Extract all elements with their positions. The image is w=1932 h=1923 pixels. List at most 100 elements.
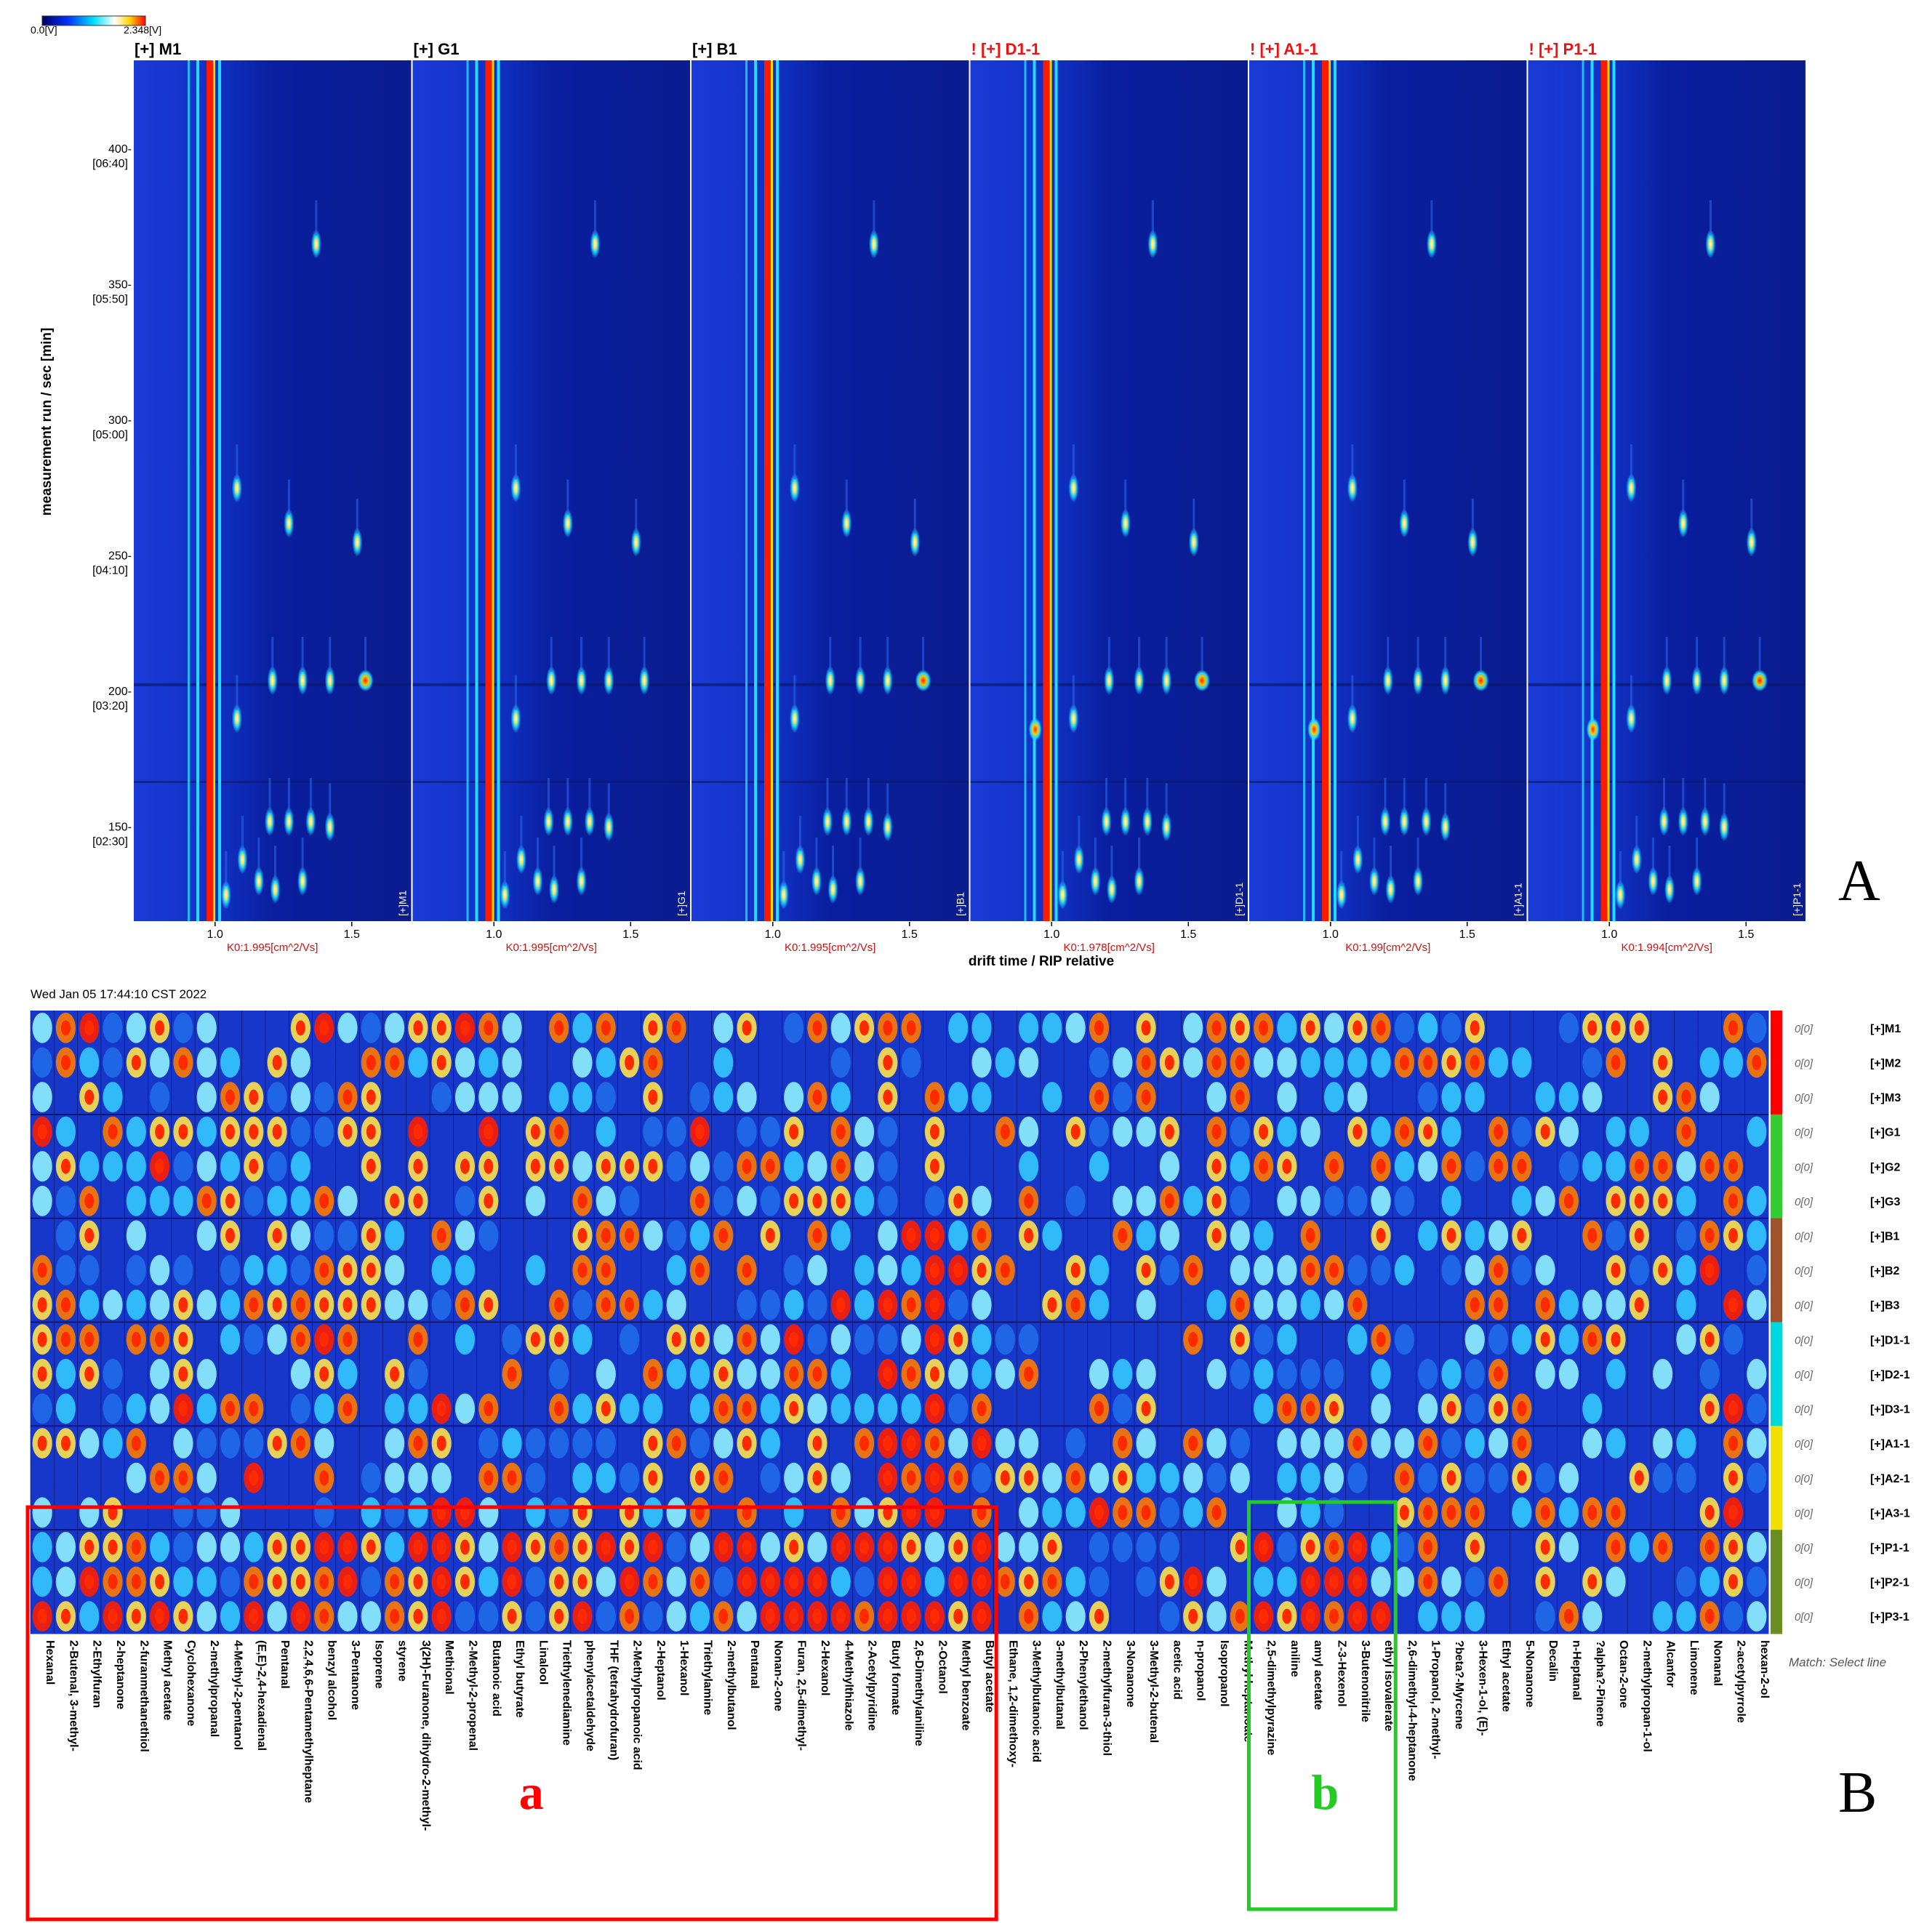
gallery-spot	[1441, 1324, 1462, 1355]
gallery-spot	[1230, 1255, 1250, 1286]
compound-column	[1134, 1011, 1158, 1634]
gallery-spot	[1113, 1185, 1133, 1216]
gallery-spot	[290, 1220, 310, 1251]
compound-peak	[1336, 880, 1347, 910]
gallery-spot-core	[906, 1227, 916, 1243]
panel-a-x-axis-label: drift time / RIP relative	[969, 954, 1114, 969]
gallery-spot	[1464, 1601, 1485, 1632]
gallery-spot	[830, 1082, 851, 1112]
gallery-spot-core	[366, 1054, 376, 1070]
gallery-spot	[666, 1151, 686, 1182]
compound-peak	[1662, 666, 1672, 696]
gallery-spot-core	[1352, 1539, 1363, 1555]
gallery-spot-core	[1517, 1158, 1527, 1174]
gallery-spot	[971, 1116, 992, 1147]
compound-peak	[882, 812, 893, 842]
gallery-spot	[760, 1497, 780, 1528]
gallery-spot-core	[295, 1539, 305, 1555]
gallery-spot	[1183, 1116, 1203, 1147]
group-color-strip	[1771, 1011, 1782, 1046]
gallery-spot-core	[1587, 1227, 1598, 1243]
gallery-spot-core	[484, 1193, 494, 1209]
gallery-spot-core	[625, 1054, 635, 1070]
gallery-spot	[220, 1601, 241, 1632]
compound-label: 4-Methylthiazole	[842, 1640, 854, 1731]
compound-peak	[1399, 508, 1410, 538]
peak-tail	[1061, 851, 1064, 886]
gallery-spot	[830, 1358, 851, 1389]
peak-tail	[241, 816, 244, 851]
gallery-spot	[431, 1289, 452, 1320]
gallery-spot	[454, 1047, 476, 1078]
gallery-spot	[689, 1220, 710, 1251]
compound-peak	[882, 666, 893, 696]
gallery-spot-core	[695, 1124, 705, 1140]
peak-tail	[580, 637, 583, 673]
gallery-spot	[1277, 1358, 1297, 1389]
compound-label: amyl acetate	[1312, 1640, 1324, 1710]
gallery-spot-core	[390, 1366, 400, 1382]
compound-label: ?alpha?-Pinene	[1594, 1640, 1606, 1727]
row-label: [+]A2-1	[1870, 1473, 1910, 1485]
gallery-spot	[995, 1393, 1015, 1424]
gallery-spot	[1582, 1358, 1603, 1389]
gallery-spot-core	[1423, 1124, 1433, 1140]
gallery-spot	[713, 1428, 734, 1459]
gallery-spot	[1512, 1601, 1532, 1632]
gallery-spot	[1042, 1393, 1062, 1424]
gallery-spot-core	[977, 1401, 987, 1417]
gallery-spot-core	[530, 1158, 540, 1174]
reactant-ion-peak	[1322, 60, 1329, 922]
compound-label: 2-furanmethanethiol	[137, 1640, 150, 1752]
gallery-spot-core	[977, 1574, 987, 1590]
group-color-strip	[1771, 1426, 1782, 1461]
gallery-spot	[1747, 1358, 1767, 1389]
gallery-spot-core	[859, 1435, 870, 1451]
gallery-spot	[1089, 1532, 1110, 1562]
gallery-spot	[807, 1532, 827, 1562]
gallery-spot-core	[155, 1470, 165, 1486]
gallery-spot-core	[530, 1124, 540, 1140]
gallery-spot	[32, 1532, 52, 1562]
compound-label: Pentanal	[748, 1640, 761, 1689]
gallery-spot-core	[249, 1158, 259, 1174]
compound-column	[758, 1011, 783, 1634]
gallery-spot-core	[1517, 1227, 1527, 1243]
row-label: [+]D3-1	[1870, 1404, 1910, 1416]
compound-column	[1627, 1011, 1652, 1634]
gallery-spot	[1019, 1532, 1039, 1562]
compound-column	[711, 1011, 736, 1634]
gallery-spot-core	[859, 1608, 870, 1624]
gallery-spot-core	[1000, 1262, 1010, 1278]
gallery-spot-core	[906, 1435, 916, 1451]
gallery-spot-core	[1634, 1227, 1644, 1243]
gallery-spot-core	[84, 1089, 95, 1105]
gallery-spot-core	[84, 1366, 95, 1382]
peak-tail	[315, 200, 318, 236]
reactant-ion-line	[1582, 60, 1584, 922]
gallery-spot-core	[1235, 1054, 1245, 1070]
gallery-spot-core	[789, 1401, 799, 1417]
background-band	[691, 781, 970, 784]
gallery-spot	[643, 1393, 663, 1424]
gallery-spot-core	[1094, 1504, 1104, 1520]
gallery-spot	[1159, 1012, 1179, 1043]
gallery-spot-core	[1634, 1193, 1644, 1209]
gallery-spot-core	[953, 1193, 963, 1209]
compound-label: Furan, 2,5-dimethyl-	[795, 1640, 808, 1751]
gallery-spot-core	[1681, 1124, 1691, 1140]
gallery-spot-core	[1494, 1124, 1504, 1140]
gallery-spot	[1629, 1082, 1649, 1112]
gallery-spot-core	[625, 1608, 635, 1624]
gallery-spot	[1206, 1324, 1227, 1355]
gallery-spot-core	[1728, 1158, 1739, 1174]
compound-peak	[1746, 527, 1757, 557]
gallery-spot	[1418, 1601, 1438, 1632]
gallery-spot	[1676, 1393, 1696, 1424]
gallery-spot-core	[883, 1089, 893, 1105]
gallery-spot-core	[742, 1331, 752, 1347]
gallery-spot-core	[1141, 1089, 1151, 1105]
gallery-spot	[32, 1012, 52, 1043]
gallery-spot	[549, 1358, 569, 1389]
gallery-spot-core	[155, 1608, 165, 1624]
